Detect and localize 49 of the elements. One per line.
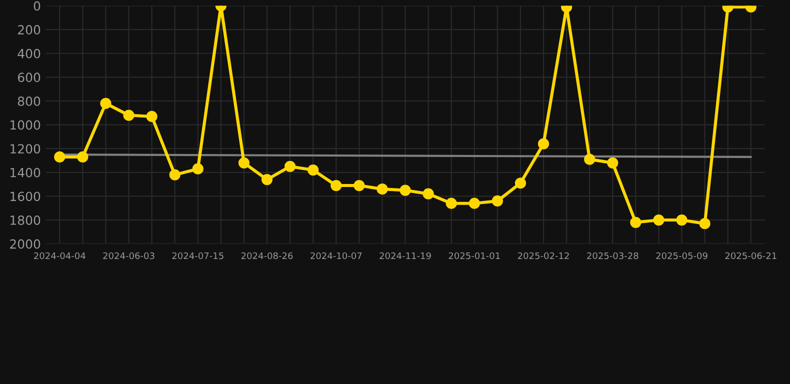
y-tick-label: 800 <box>18 96 40 106</box>
point <box>630 216 642 228</box>
x-tick-label: 2024-06-03 <box>103 252 154 260</box>
point <box>492 195 503 207</box>
x-tick-label: 2025-01-01 <box>448 252 500 260</box>
point <box>514 178 526 189</box>
y-tick-label: 1400 <box>10 168 40 178</box>
x-tick-label: 2024-08-26 <box>241 252 293 260</box>
x-tick-label: 2025-06-21 <box>725 252 776 260</box>
point <box>699 218 710 230</box>
point <box>607 157 618 168</box>
point <box>192 163 204 174</box>
point <box>468 198 480 209</box>
point <box>54 151 66 162</box>
point <box>446 198 457 209</box>
x-tick-label: 2024-07-15 <box>172 252 224 260</box>
point <box>261 174 273 186</box>
x-tick-label: 2025-05-09 <box>656 252 708 260</box>
point <box>422 188 434 200</box>
y-tick-label: 400 <box>18 48 40 58</box>
point <box>653 214 664 226</box>
point <box>538 138 550 150</box>
y-tick-label: 2000 <box>10 239 40 249</box>
y-tick-label: 200 <box>18 25 40 34</box>
x-tick-label: 2024-10-07 <box>310 252 362 260</box>
y-tick-label: 1200 <box>10 144 40 154</box>
point <box>400 184 411 196</box>
point <box>77 151 88 162</box>
point <box>238 157 250 168</box>
x-tick-label: 2024-04-04 <box>34 252 86 260</box>
y-tick-label: 0 <box>34 1 40 11</box>
point <box>308 164 319 176</box>
y-tick-label: 600 <box>18 72 40 82</box>
point <box>284 160 296 172</box>
x-tick-label: 2024-11-19 <box>380 252 431 260</box>
point <box>100 98 112 109</box>
point <box>169 169 180 180</box>
point <box>354 180 365 192</box>
point <box>584 154 596 165</box>
point <box>676 214 688 226</box>
point <box>123 110 134 121</box>
x-tick-label: 2025-02-12 <box>518 252 569 260</box>
y-tick-label: 1800 <box>10 216 40 225</box>
point <box>376 184 388 195</box>
x-tick-label: 2025-03-28 <box>587 252 638 260</box>
point <box>146 110 158 122</box>
point <box>330 180 342 192</box>
y-tick-label: 1600 <box>10 192 40 202</box>
y-tick-label: 1000 <box>10 120 40 130</box>
